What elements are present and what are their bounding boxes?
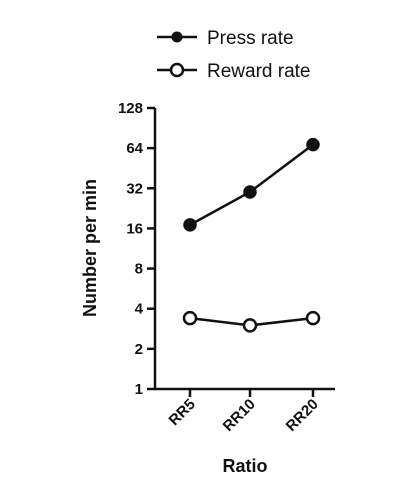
legend-entry-press-rate: Press rate: [157, 28, 294, 49]
legend-entry-reward-rate: Reward rate: [157, 61, 311, 82]
y-tick-label-2: 2: [135, 341, 143, 358]
series-line-press-rate: [189, 143, 314, 226]
data-point-reward-rate-rr20: [305, 310, 321, 326]
y-axis-title: Number per min: [80, 179, 100, 317]
y-tick-label-4: 4: [135, 301, 144, 318]
data-point-press-rate-rr20: [306, 137, 320, 152]
y-tick-label-8: 8: [135, 261, 143, 278]
y-ticks: 1 2 4 8 16 32 64 128: [118, 100, 155, 398]
legend-marker-press-rate: [171, 31, 183, 43]
y-tick-label-32: 32: [126, 180, 143, 197]
legend-marker-reward-rate: [169, 62, 185, 78]
legend-label-reward-rate: Reward rate: [207, 61, 311, 82]
x-tick-label-rr20: RR20: [283, 396, 322, 435]
data-point-press-rate-rr5: [183, 218, 197, 232]
data-point-press-rate-rr10: [243, 185, 257, 199]
x-ticks: RR5 RR10 RR20: [166, 389, 322, 435]
x-axis: RR5 RR10 RR20: [155, 387, 335, 435]
series-layer: [182, 137, 321, 333]
data-point-reward-rate-rr5: [182, 310, 198, 326]
legend-label-press-rate: Press rate: [207, 28, 294, 49]
x-tick-label-rr5: RR5: [166, 396, 199, 429]
y-tick-label-16: 16: [126, 220, 143, 237]
data-point-reward-rate-rr10: [242, 318, 258, 333]
y-tick-label-64: 64: [126, 140, 143, 157]
y-tick-label-128: 128: [118, 100, 143, 117]
y-tick-label-1: 1: [135, 381, 143, 398]
x-tick-label-rr10: RR10: [220, 396, 259, 435]
y-axis: 1 2 4 8 16 32 64 128: [118, 100, 157, 398]
legend: Press rate Reward rate: [157, 28, 311, 82]
x-axis-title: Ratio: [223, 456, 268, 476]
